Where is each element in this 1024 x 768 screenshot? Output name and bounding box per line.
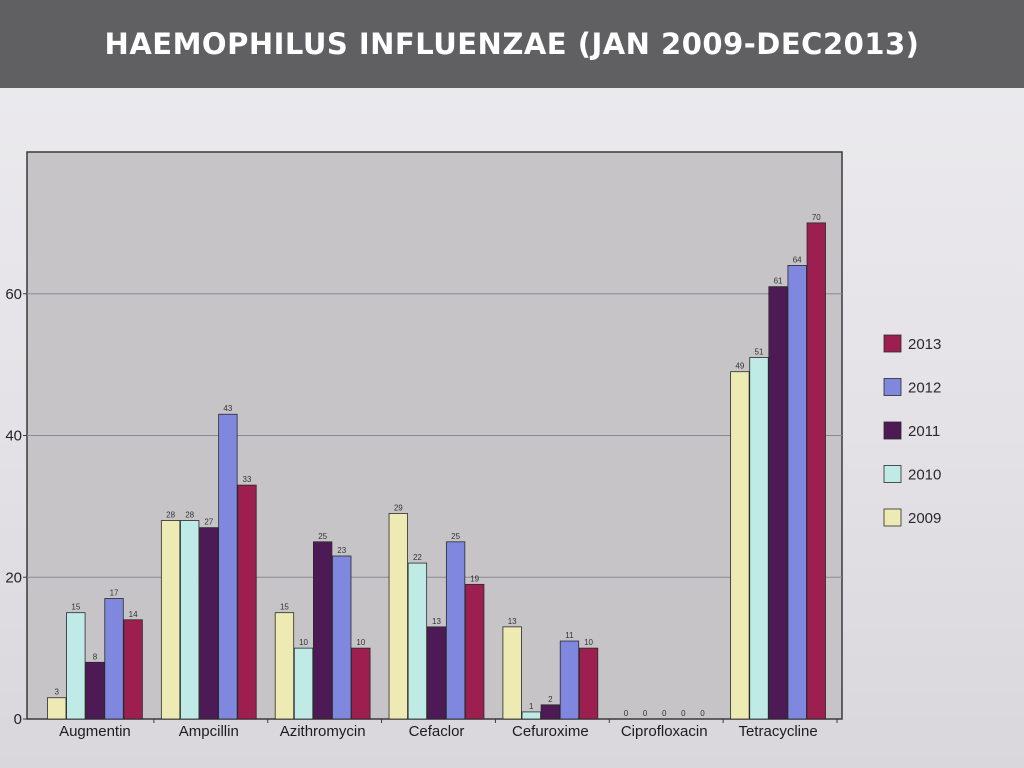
bar	[351, 647, 371, 720]
y-tick-label: 60	[5, 286, 22, 303]
data-label: 3	[55, 688, 60, 697]
legend-label: 2012	[908, 380, 941, 397]
data-label: 49	[735, 362, 744, 371]
bars	[47, 222, 826, 720]
data-label: 28	[166, 511, 175, 520]
x-tick-label: Cefaclor	[409, 723, 465, 740]
bar	[160, 520, 181, 720]
legend-swatch	[883, 334, 902, 353]
data-label: 14	[129, 610, 138, 619]
bar	[388, 513, 408, 720]
data-label: 25	[318, 532, 327, 541]
data-label: 25	[451, 532, 460, 541]
data-label: 13	[432, 617, 441, 626]
data-label: 17	[110, 589, 119, 598]
bar	[332, 555, 352, 720]
data-label: 13	[508, 617, 517, 626]
x-axis: Augmentin Ampcillin Azithromycin Cefaclor Ce…	[59, 719, 838, 740]
data-label: 10	[584, 638, 593, 647]
data-label: 23	[337, 546, 346, 555]
data-label: 0	[700, 709, 705, 718]
data-label: 70	[812, 213, 821, 222]
bar	[559, 640, 580, 720]
bar	[180, 520, 200, 720]
data-label: 10	[356, 638, 365, 647]
bar	[465, 583, 485, 720]
legend-swatch	[883, 378, 902, 396]
data-label: 11	[565, 631, 574, 640]
bar	[274, 612, 295, 720]
bar	[749, 357, 769, 720]
bar	[66, 612, 86, 720]
x-tick-label: Azithromycin	[280, 723, 366, 740]
data-label: 19	[470, 574, 479, 583]
bar	[426, 626, 447, 720]
bar	[445, 541, 466, 720]
data-label: 10	[299, 638, 308, 647]
legend-label: 2013	[908, 336, 941, 353]
data-label: 51	[755, 348, 764, 357]
bar	[104, 598, 124, 720]
bar	[293, 647, 314, 720]
data-label: 0	[662, 709, 667, 718]
legend: 2013 2012 2011 2010 2009	[883, 334, 941, 527]
bar	[540, 704, 561, 720]
x-tick-label: Tetracycline	[738, 723, 817, 740]
data-label: 28	[185, 511, 194, 520]
bar	[730, 371, 750, 720]
data-label: 61	[774, 277, 783, 286]
bar	[578, 647, 599, 720]
bar	[237, 484, 257, 720]
data-label: 22	[413, 553, 422, 562]
bar	[768, 286, 788, 720]
x-tick-label: Augmentin	[59, 723, 131, 740]
title-banner: HAEMOPHILUS INFLUENZAE (JAN 2009-DEC2013…	[0, 0, 1024, 88]
y-tick-label: 20	[5, 569, 22, 586]
y-tick-label: 0	[14, 711, 22, 728]
data-label: 0	[681, 709, 686, 718]
x-tick-label: Ciprofloxacin	[621, 723, 708, 740]
data-label: 8	[93, 652, 98, 661]
y-tick-label: 40	[5, 428, 22, 445]
data-label: 0	[643, 709, 648, 718]
bar	[199, 527, 219, 720]
bar	[85, 661, 105, 720]
data-label: 15	[280, 603, 289, 612]
chart-title: HAEMOPHILUS INFLUENZAE (JAN 2009-DEC2013…	[104, 27, 920, 61]
bar	[123, 619, 143, 720]
bar	[407, 562, 428, 720]
x-tick-label: Cefuroxime	[512, 723, 589, 740]
data-label: 33	[243, 475, 252, 484]
data-label: 43	[223, 404, 232, 413]
data-label: 2	[548, 695, 553, 704]
bar	[502, 626, 522, 720]
data-label: 0	[624, 709, 629, 718]
bar	[787, 264, 807, 720]
data-label: 64	[793, 255, 802, 264]
data-label: 29	[394, 503, 403, 512]
data-label: 27	[204, 518, 213, 527]
bar	[521, 711, 541, 720]
bar	[806, 222, 826, 720]
legend-label: 2010	[908, 467, 941, 484]
bar	[312, 541, 333, 720]
data-label: 1	[529, 702, 534, 711]
legend-swatch	[883, 465, 902, 483]
legend-label: 2011	[908, 423, 940, 440]
x-tick-label: Ampcillin	[179, 723, 239, 740]
bar	[218, 413, 238, 720]
legend-swatch	[883, 508, 902, 527]
y-axis: 0 20 40 60	[5, 286, 27, 728]
bar	[47, 697, 67, 720]
data-label: 15	[71, 603, 80, 612]
legend-swatch	[883, 421, 902, 440]
legend-label: 2009	[908, 510, 941, 527]
